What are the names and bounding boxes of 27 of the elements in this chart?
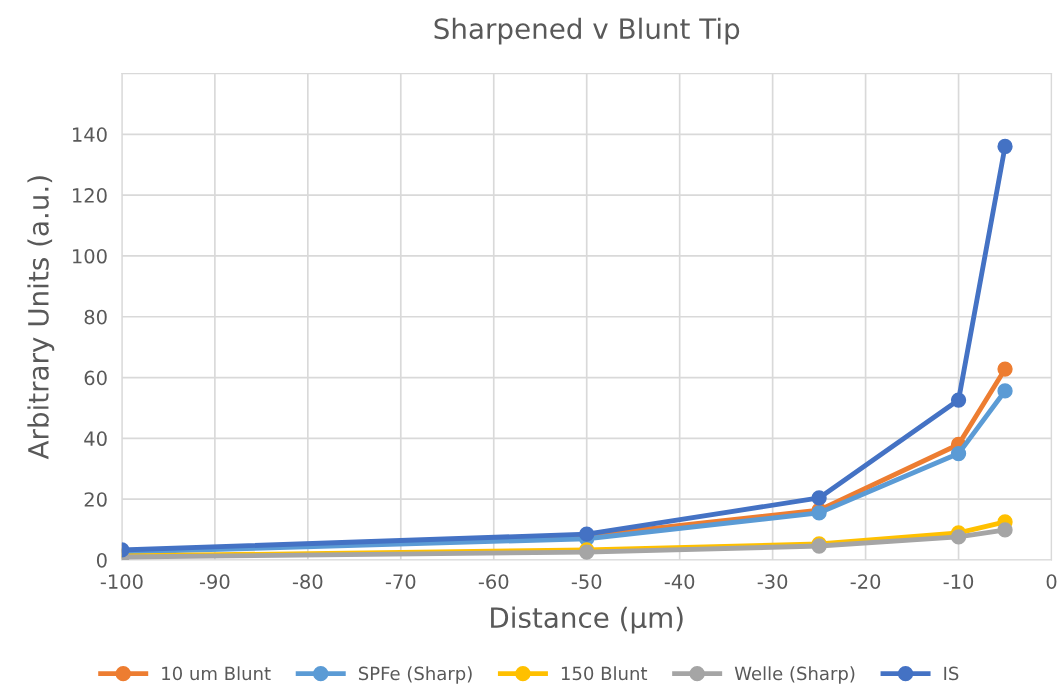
chart-title: Sharpened v Blunt Tip bbox=[434, 17, 740, 45]
y-tick-label: 20 bbox=[84, 492, 107, 507]
x-tick-label: -10 bbox=[943, 574, 974, 589]
y-tick-label: 40 bbox=[84, 431, 107, 447]
x-tick-label: -30 bbox=[757, 574, 788, 589]
y-axis-title: Arbitrary Units (a.u.) bbox=[27, 176, 55, 460]
y-tick-label: 0 bbox=[96, 552, 107, 568]
legend-label: SPFe (Sharp) bbox=[358, 666, 472, 684]
x-tick-label: -50 bbox=[571, 574, 602, 589]
y-tick-label: 60 bbox=[84, 370, 107, 386]
y-tick-label: 140 bbox=[73, 127, 107, 142]
x-tick-label: -60 bbox=[478, 574, 509, 589]
y-tick-label: 120 bbox=[73, 188, 107, 203]
x-tick-label: -40 bbox=[664, 574, 695, 589]
legend-label: Welle (Sharp) bbox=[734, 666, 855, 684]
x-tick-label: -70 bbox=[385, 574, 416, 589]
x-tick-label: 0 bbox=[1046, 574, 1057, 589]
x-tick-label: -90 bbox=[199, 574, 230, 589]
y-tick-label: 100 bbox=[73, 248, 107, 264]
y-tick-label: 80 bbox=[84, 309, 107, 325]
legend-label: IS bbox=[944, 666, 959, 681]
x-axis-title: Distance (µm) bbox=[491, 606, 683, 634]
x-tick-label: -80 bbox=[292, 574, 323, 589]
x-tick-label: -100 bbox=[100, 574, 143, 589]
legend-label: 150 Blunt bbox=[561, 666, 648, 681]
x-tick-label: -20 bbox=[850, 574, 881, 589]
legend-label: 10 um Blunt bbox=[162, 666, 271, 681]
